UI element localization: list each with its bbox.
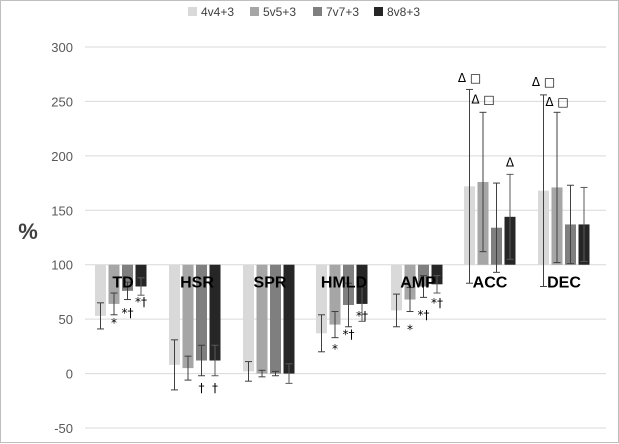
category-label: HMLD (321, 275, 367, 292)
bar (283, 264, 295, 374)
y-tick-label: 100 (51, 258, 73, 273)
bar (431, 264, 443, 285)
category-label: AMP (400, 275, 436, 292)
y-tick-label: 50 (59, 312, 73, 327)
y-tick-label: -50 (54, 421, 73, 436)
legend-label: 8v8+3 (387, 5, 420, 19)
bar (391, 264, 402, 311)
significance-marker: *† (343, 328, 355, 342)
category-label: TD (112, 275, 133, 292)
significance-marker: *† (418, 308, 430, 322)
bar (243, 264, 254, 372)
legend-swatch (313, 7, 322, 16)
significance-marker: Δ □ (532, 75, 555, 89)
significance-marker: * (407, 322, 413, 336)
y-tick-label: 200 (51, 149, 73, 164)
legend-swatch (374, 7, 383, 16)
bar (209, 264, 221, 361)
bar (356, 264, 368, 304)
bar (108, 264, 120, 304)
bar (316, 264, 327, 334)
significance-marker: *† (122, 306, 134, 320)
bar (95, 264, 106, 316)
significance-marker: † (212, 381, 218, 395)
legend-swatch (188, 7, 197, 16)
significance-marker: Δ (506, 156, 515, 170)
significance-marker: *† (356, 309, 368, 323)
legend-label: 5v5+3 (263, 5, 296, 19)
category-label: DEC (547, 275, 581, 292)
y-tick-label: 250 (51, 94, 73, 109)
bar (182, 264, 194, 369)
bar (270, 264, 281, 374)
y-tick-label: 150 (51, 203, 73, 218)
legend-label: 4v4+3 (201, 5, 234, 19)
category-label: SPR (254, 275, 287, 292)
significance-marker: *† (431, 296, 443, 310)
significance-marker: Δ □ (458, 71, 481, 85)
bar (329, 264, 341, 325)
category-label: HSR (180, 275, 214, 292)
significance-marker: *† (135, 295, 147, 309)
significance-marker: Δ □ (545, 95, 568, 109)
y-axis-label: % (18, 219, 38, 244)
legend-swatch (250, 7, 259, 16)
bar (122, 264, 133, 291)
y-tick-label: 0 (66, 367, 73, 382)
bar (256, 264, 268, 374)
bar (135, 264, 147, 287)
significance-marker: * (111, 316, 117, 330)
significance-marker: * (332, 342, 338, 356)
bar (196, 264, 207, 361)
legend-label: 7v7+3 (326, 5, 359, 19)
significance-marker: Δ □ (471, 93, 494, 107)
y-tick-label: 300 (51, 40, 73, 55)
significance-marker: † (199, 381, 205, 395)
bar (404, 264, 416, 300)
bar (169, 264, 180, 365)
category-label: ACC (473, 275, 508, 292)
